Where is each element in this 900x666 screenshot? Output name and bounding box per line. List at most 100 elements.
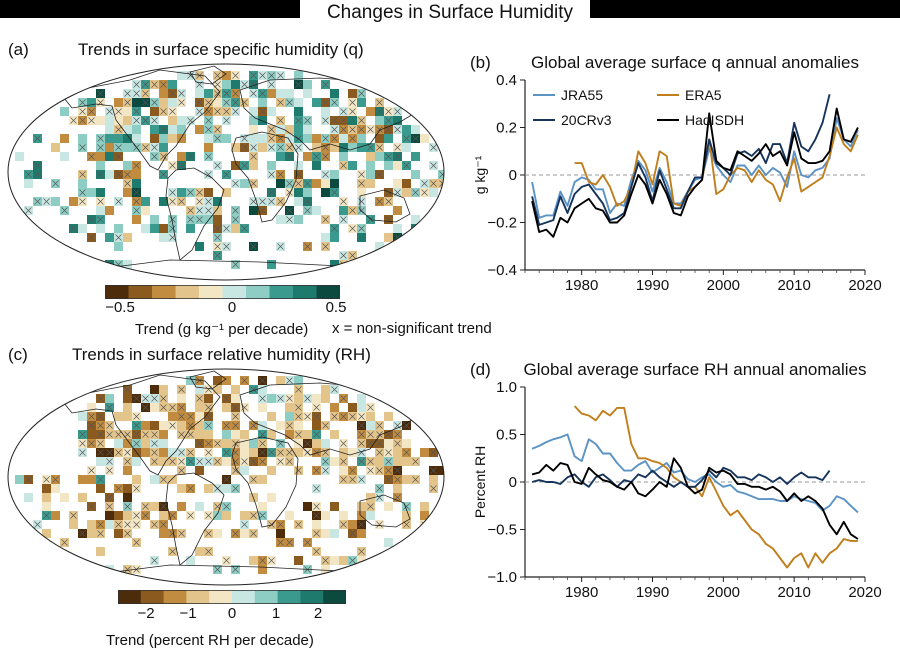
map-cell xyxy=(303,188,312,197)
map-cell xyxy=(186,556,195,565)
map-cell xyxy=(258,421,267,430)
non-significant-mark xyxy=(124,99,131,106)
non-significant-mark xyxy=(124,521,131,528)
map-cell xyxy=(195,421,204,430)
non-significant-mark xyxy=(79,117,86,124)
chart-title: Global average surface q annual anomalie… xyxy=(531,53,859,72)
non-significant-mark xyxy=(178,467,185,474)
map-cell xyxy=(249,439,258,448)
non-significant-mark xyxy=(178,162,185,169)
panel-c-title: Trends in surface relative humidity (RH) xyxy=(72,345,371,364)
non-significant-mark xyxy=(97,422,104,429)
map-cell xyxy=(420,511,429,520)
non-significant-mark xyxy=(412,458,419,465)
series-line-era5 xyxy=(573,405,858,569)
non-significant-mark xyxy=(367,467,374,474)
non-significant-mark xyxy=(385,449,392,456)
non-significant-mark xyxy=(169,225,176,232)
map-cell xyxy=(249,556,258,565)
map-cell xyxy=(114,412,123,421)
map-grid xyxy=(15,370,444,585)
map-cell xyxy=(96,188,105,197)
non-significant-mark xyxy=(133,189,140,196)
non-significant-mark xyxy=(205,153,212,160)
non-significant-mark xyxy=(178,449,185,456)
map-cell xyxy=(276,89,285,98)
non-significant-mark xyxy=(232,90,239,97)
non-significant-mark xyxy=(358,440,365,447)
map-cell xyxy=(204,484,213,493)
non-significant-mark xyxy=(97,521,104,528)
non-significant-mark xyxy=(232,207,239,214)
non-significant-mark xyxy=(106,503,113,510)
map-cell xyxy=(204,143,213,152)
map-cell xyxy=(141,448,150,457)
non-significant-mark xyxy=(214,225,221,232)
colorbar-swatch xyxy=(316,285,340,299)
map-cell xyxy=(150,385,159,394)
non-significant-mark xyxy=(124,90,131,97)
map-cell xyxy=(312,439,321,448)
non-significant-mark xyxy=(142,395,149,402)
map-cell xyxy=(222,430,231,439)
non-significant-mark xyxy=(313,404,320,411)
map-cell xyxy=(123,116,132,125)
non-significant-mark xyxy=(322,153,329,160)
non-significant-mark xyxy=(313,512,320,519)
non-significant-mark xyxy=(340,476,347,483)
map-cell xyxy=(204,430,213,439)
y-tick-label: 0 xyxy=(509,474,517,491)
map-cell xyxy=(303,80,312,89)
map-cell xyxy=(357,511,366,520)
map-cell xyxy=(438,179,444,188)
map-cell xyxy=(294,439,303,448)
non-significant-mark xyxy=(349,135,356,142)
map-cell xyxy=(267,161,276,170)
colorbar-q-tick-min: −0.5 xyxy=(105,299,135,316)
non-significant-mark xyxy=(259,108,266,115)
non-significant-mark xyxy=(250,512,257,519)
non-significant-mark xyxy=(268,189,275,196)
non-significant-mark xyxy=(205,422,212,429)
non-significant-mark xyxy=(358,198,365,205)
non-significant-mark xyxy=(160,126,167,133)
map-cell xyxy=(348,143,357,152)
series-line-hadisdh xyxy=(531,107,859,238)
map-cell xyxy=(375,242,384,251)
non-significant-mark xyxy=(232,72,239,79)
map-cell xyxy=(177,125,186,134)
non-significant-mark xyxy=(160,521,167,528)
map-cell xyxy=(177,188,186,197)
non-significant-mark xyxy=(376,99,383,106)
y-tick-label: 0.5 xyxy=(496,427,517,444)
x-tick-label: 2000 xyxy=(707,277,740,294)
map-cell xyxy=(258,475,267,484)
map-cell xyxy=(330,430,339,439)
map-cell xyxy=(78,224,87,233)
map-cell xyxy=(186,376,195,385)
map-cell xyxy=(150,134,159,143)
map-cell xyxy=(294,161,303,170)
non-significant-mark xyxy=(277,449,284,456)
legend-label-20crv3: 20CRv3 xyxy=(561,112,612,128)
map-cell xyxy=(42,484,51,493)
non-significant-mark xyxy=(367,458,374,465)
map-cell xyxy=(231,143,240,152)
map-cell xyxy=(294,376,303,385)
non-significant-mark xyxy=(115,431,122,438)
x-tick-label: 1980 xyxy=(565,584,598,601)
map-cell xyxy=(357,98,366,107)
map-cell xyxy=(294,98,303,107)
non-significant-mark xyxy=(79,171,86,178)
map-cell xyxy=(366,511,375,520)
non-significant-mark xyxy=(115,171,122,178)
non-significant-mark xyxy=(124,566,131,573)
non-significant-mark xyxy=(34,135,41,142)
non-significant-mark xyxy=(88,216,95,223)
map-cell xyxy=(150,125,159,134)
map-grid xyxy=(15,65,444,280)
non-significant-mark xyxy=(430,485,437,492)
non-significant-mark xyxy=(349,557,356,564)
map-cell xyxy=(123,125,132,134)
